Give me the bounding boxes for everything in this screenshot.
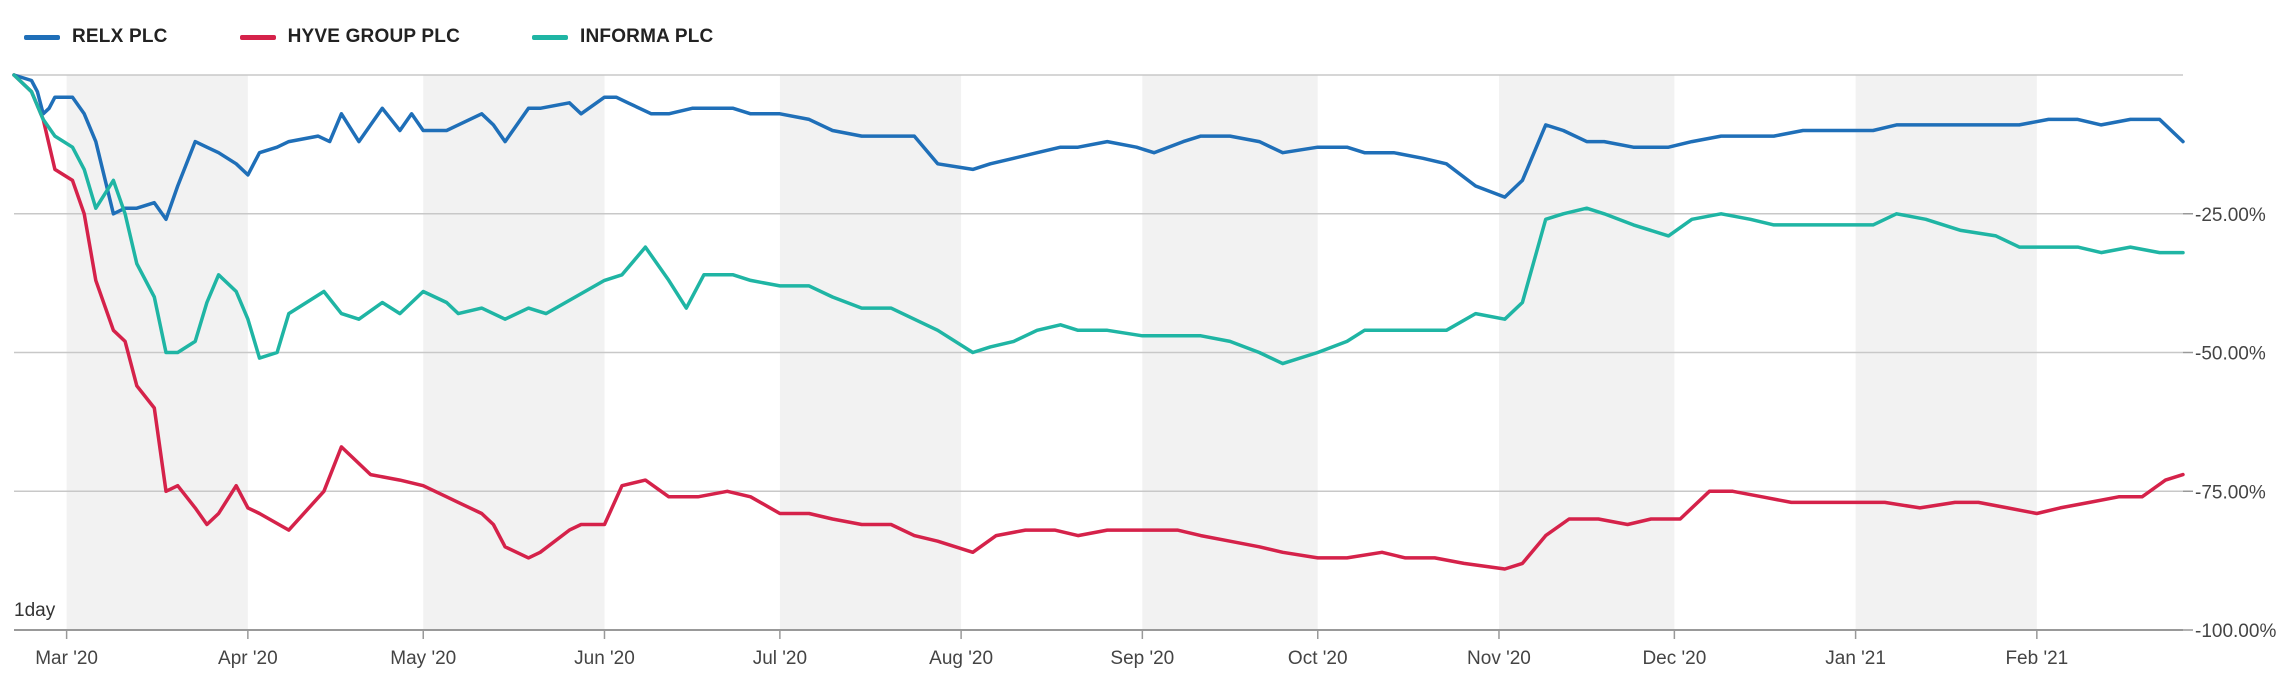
legend-item-hyve[interactable]: HYVE GROUP PLC [239,26,460,48]
series-line-informa-plc[interactable] [12,73,2185,366]
x-tick-label: Jul '20 [753,648,807,669]
x-axis: Mar '20 Apr '20 May '20 Jun '20 Jul '20 Aug '… [35,630,2068,669]
x-tick-label: Jan '21 [1825,648,1886,669]
gridlines [14,74,2183,631]
x-tick-label: Dec '20 [1642,648,1706,669]
y-axis: -25.00% -50.00% -75.00% -100.00% [2183,205,2276,642]
legend-label-relx: RELX PLC [72,26,168,47]
period-label: 1day [14,600,56,621]
series-line-relx-plc[interactable] [12,73,2185,222]
y-tick-label: -75.00% [2195,482,2266,503]
x-tick-label: Mar '20 [35,648,98,669]
y-tick-label: -25.00% [2195,205,2266,226]
legend-swatch-relx [24,34,60,40]
legend-label-hyve: HYVE GROUP PLC [287,26,460,47]
series-lines [12,73,2185,571]
series-line-hyve-group-plc[interactable] [12,73,2185,571]
x-tick-label: Apr '20 [218,648,278,669]
x-tick-label: Feb '21 [2005,648,2068,669]
legend-label-informa: INFORMA PLC [580,26,714,47]
x-tick-label: Sep '20 [1110,648,1174,669]
x-tick-label: Nov '20 [1467,648,1531,669]
x-tick-label: Aug '20 [929,648,993,669]
legend-item-relx[interactable]: RELX PLC [24,26,168,48]
y-tick-label: -50.00% [2195,344,2266,365]
chart-legend: RELX PLC HYVE GROUP PLC INFORMA PLC [24,22,785,52]
x-tick-label: Jun '20 [574,648,635,669]
y-tick-label: -100.00% [2195,621,2276,642]
legend-swatch-informa [532,34,568,40]
x-tick-label: Oct '20 [1288,648,1348,669]
x-tick-label: May '20 [390,648,456,669]
legend-swatch-hyve [239,34,276,40]
legend-item-informa[interactable]: INFORMA PLC [532,26,713,48]
